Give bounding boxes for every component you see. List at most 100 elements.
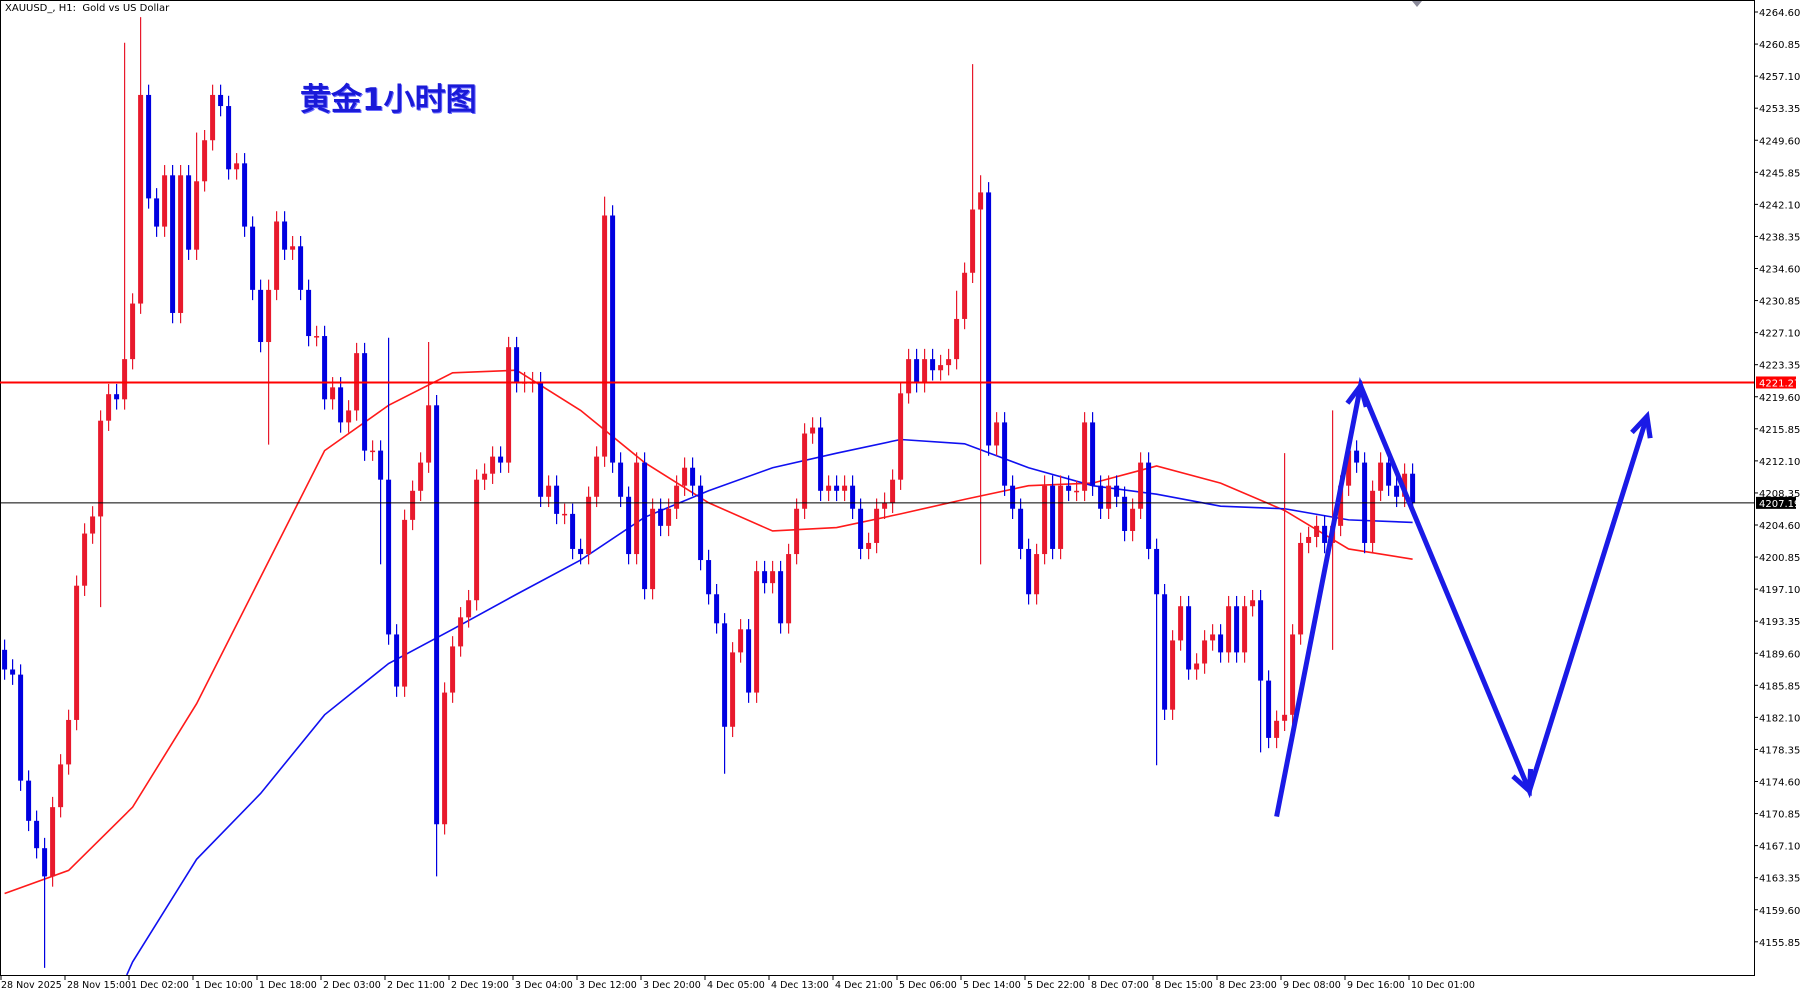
candle-body (1018, 508, 1024, 549)
candle (26, 770, 32, 832)
candle (874, 498, 880, 554)
candle-body (634, 462, 640, 555)
candle (762, 560, 768, 594)
candle (626, 486, 632, 565)
candle-body (490, 456, 496, 474)
candle-body (1378, 462, 1384, 491)
candle-body (682, 467, 688, 486)
candle (50, 796, 56, 887)
candle (802, 423, 808, 520)
candle (1170, 630, 1176, 720)
candle (1178, 595, 1184, 651)
candle-body (18, 674, 24, 781)
candle-body (458, 617, 464, 647)
candle-body (394, 634, 400, 687)
candle-body (378, 450, 384, 480)
candle (362, 342, 368, 461)
x-tick-label: 4 Dec 13:00 (771, 980, 829, 991)
candle-body (1010, 485, 1016, 509)
x-tick-label: 2 Dec 19:00 (451, 980, 509, 991)
candle-body (1250, 600, 1256, 607)
candle (1250, 589, 1256, 617)
candle-body (338, 387, 344, 423)
candle-body (90, 516, 96, 534)
candle (450, 636, 456, 703)
candle (178, 165, 184, 324)
candle-body (1034, 554, 1040, 595)
candle-body (1202, 640, 1208, 664)
candle-body (122, 359, 128, 400)
y-tick-label: 4189.60 (1759, 649, 1800, 660)
candle-body (562, 513, 568, 516)
candle (1050, 475, 1056, 560)
candle (778, 560, 784, 634)
candle-body (138, 94, 144, 304)
y-tick-label: 4182.10 (1759, 713, 1800, 724)
candle (706, 549, 712, 605)
candle (682, 457, 688, 496)
candle-body (418, 462, 424, 491)
candle-body (34, 820, 40, 849)
candle (426, 342, 432, 473)
x-tick-label: 1 Dec 10:00 (195, 980, 253, 991)
candle (994, 412, 1000, 456)
y-tick-label: 4253.35 (1759, 104, 1800, 115)
candle-body (642, 462, 648, 590)
candle-body (850, 485, 856, 509)
candle-body (1162, 594, 1168, 710)
candle-body (666, 508, 672, 526)
candle (1130, 498, 1136, 542)
y-tick-label: 4219.60 (1759, 393, 1800, 404)
candle (146, 84, 152, 209)
candle-body (290, 246, 296, 250)
candle-body (722, 623, 728, 727)
x-tick-label: 2 Dec 11:00 (387, 980, 445, 991)
candle (1218, 624, 1224, 663)
candle (1018, 498, 1024, 560)
candle (298, 236, 304, 301)
x-tick-label: 9 Dec 16:00 (1347, 980, 1405, 991)
candle-body (610, 215, 616, 463)
candle-body (1026, 548, 1032, 595)
candle-body (906, 359, 912, 394)
candle-body (738, 629, 744, 653)
candle (1082, 412, 1088, 502)
y-tick-label: 4193.35 (1759, 617, 1800, 628)
candle-body (426, 405, 432, 463)
candle (1146, 452, 1152, 560)
candle (922, 348, 928, 393)
candle (466, 589, 472, 628)
x-tick-label: 4 Dec 05:00 (707, 980, 765, 991)
candle-body (1410, 473, 1416, 503)
candle (1266, 670, 1272, 749)
candle (850, 475, 856, 520)
candle-body (994, 422, 1000, 446)
candle (322, 325, 328, 410)
candle-body (506, 347, 512, 463)
candle (842, 475, 848, 502)
candle-body (66, 719, 72, 765)
candle (1370, 480, 1376, 554)
candle (1186, 595, 1192, 680)
candle (1226, 595, 1232, 663)
plot-frame (0, 0, 1755, 976)
candle (458, 607, 464, 657)
candle (890, 469, 896, 514)
candle-body (1370, 490, 1376, 543)
candle-body (778, 571, 784, 624)
candle-body (114, 394, 120, 400)
y-tick-label: 4264.60 (1759, 8, 1800, 19)
candle (698, 475, 704, 571)
candle-body (930, 359, 936, 371)
candle-body (1098, 485, 1104, 509)
candle (1162, 583, 1168, 720)
candle-body (1058, 485, 1064, 549)
candle-body (202, 140, 208, 182)
candle (858, 498, 864, 560)
shift-marker-icon[interactable] (1412, 1, 1422, 7)
candle-body (818, 427, 824, 491)
y-tick-label: 4170.85 (1759, 810, 1800, 821)
candle (98, 410, 104, 608)
candle-body (1242, 606, 1248, 653)
